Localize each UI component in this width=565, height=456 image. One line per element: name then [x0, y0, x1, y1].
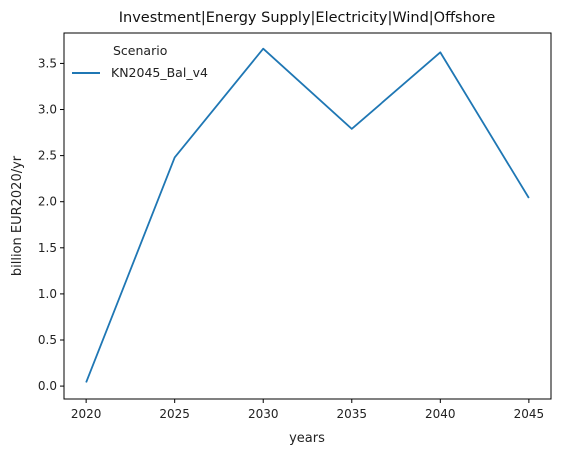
y-tick-label: 3.5	[38, 56, 57, 70]
y-axis: 0.0 0.5 1.0 1.5 2.0 2.5 3.0 3.5	[38, 56, 64, 393]
y-axis-label: billion EUR2020/yr	[10, 155, 25, 276]
x-tick-label: 2040	[425, 407, 456, 421]
x-tick-label: 2030	[248, 407, 279, 421]
x-tick-label: 2025	[159, 407, 190, 421]
y-tick-label: 0.0	[38, 379, 57, 393]
series-layer	[85, 47, 530, 383]
legend-title: Scenario	[113, 43, 167, 58]
y-tick-label: 3.0	[38, 103, 57, 117]
chart-title: Investment|Energy Supply|Electricity|Win…	[119, 10, 496, 26]
y-tick-label: 1.0	[38, 287, 57, 301]
y-tick-label: 2.0	[38, 195, 57, 209]
plot-area	[63, 32, 552, 400]
series-line	[85, 47, 530, 383]
y-tick-label: 1.5	[38, 241, 57, 255]
x-tick-label: 2020	[71, 407, 102, 421]
x-tick-label: 2035	[336, 407, 367, 421]
legend: Scenario KN2045_Bal_v4	[72, 43, 208, 80]
x-axis: 2020 2025 2030 2035 2040 2045	[71, 399, 544, 421]
x-axis-label: years	[289, 431, 325, 446]
y-tick-label: 2.5	[38, 149, 57, 163]
legend-series-label: KN2045_Bal_v4	[111, 65, 208, 80]
y-tick-label: 0.5	[38, 333, 57, 347]
x-tick-label: 2045	[514, 407, 545, 421]
